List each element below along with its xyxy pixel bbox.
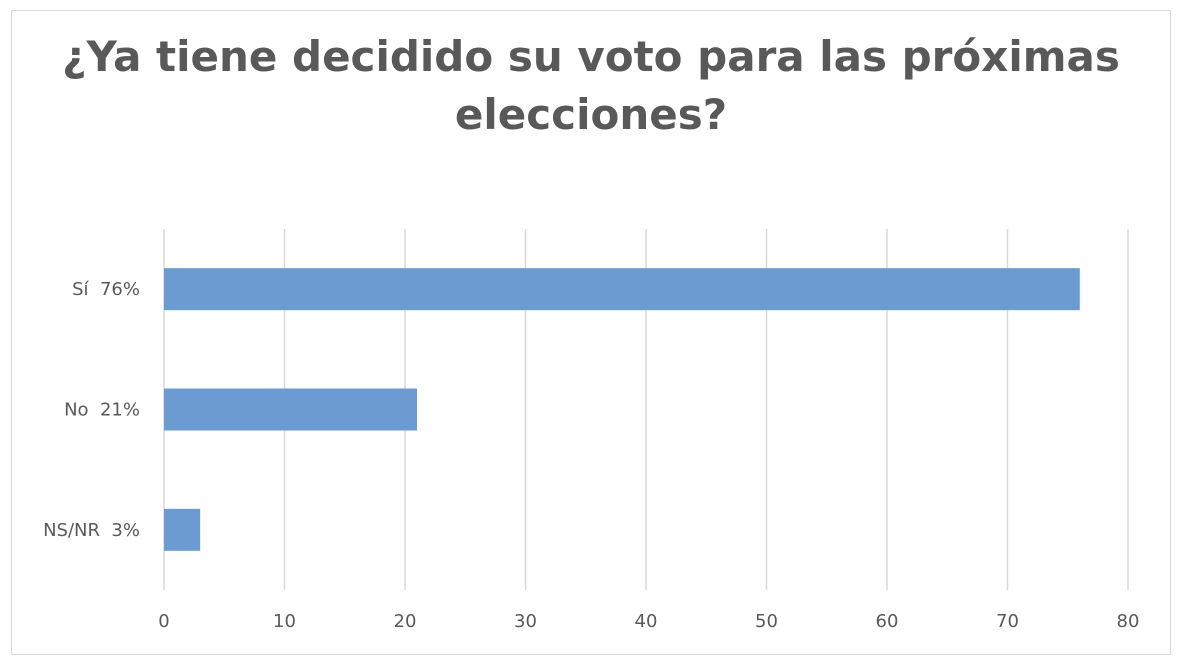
chart-frame (11, 10, 1171, 655)
x-tick-label: 40 (635, 611, 658, 632)
x-tick-label: 20 (394, 611, 417, 632)
category-label: No 21% (64, 400, 140, 421)
x-tick-label: 10 (273, 611, 296, 632)
x-tick-label: 70 (996, 611, 1019, 632)
bars (164, 268, 1080, 551)
bar (164, 268, 1080, 311)
bar (164, 508, 201, 551)
category-label: Sí 76% (72, 279, 140, 300)
chart-title: ¿Ya tiene decidido su voto para las próx… (11, 28, 1171, 144)
category-labels: Sí 76% No 21% NS/NR 3% (43, 279, 140, 541)
chart-title-line-1: ¿Ya tiene decidido su voto para las próx… (62, 32, 1120, 81)
chart-title-line-2: elecciones? (454, 90, 728, 139)
x-tick-label: 60 (876, 611, 899, 632)
x-tick-labels: 0 10 20 30 40 50 60 70 80 (158, 611, 1139, 632)
x-tick-label: 50 (755, 611, 778, 632)
x-tick-label: 80 (1117, 611, 1140, 632)
x-tick-label: 30 (514, 611, 537, 632)
bar (164, 388, 418, 431)
category-label: NS/NR 3% (43, 520, 140, 541)
x-tick-label: 0 (158, 611, 169, 632)
